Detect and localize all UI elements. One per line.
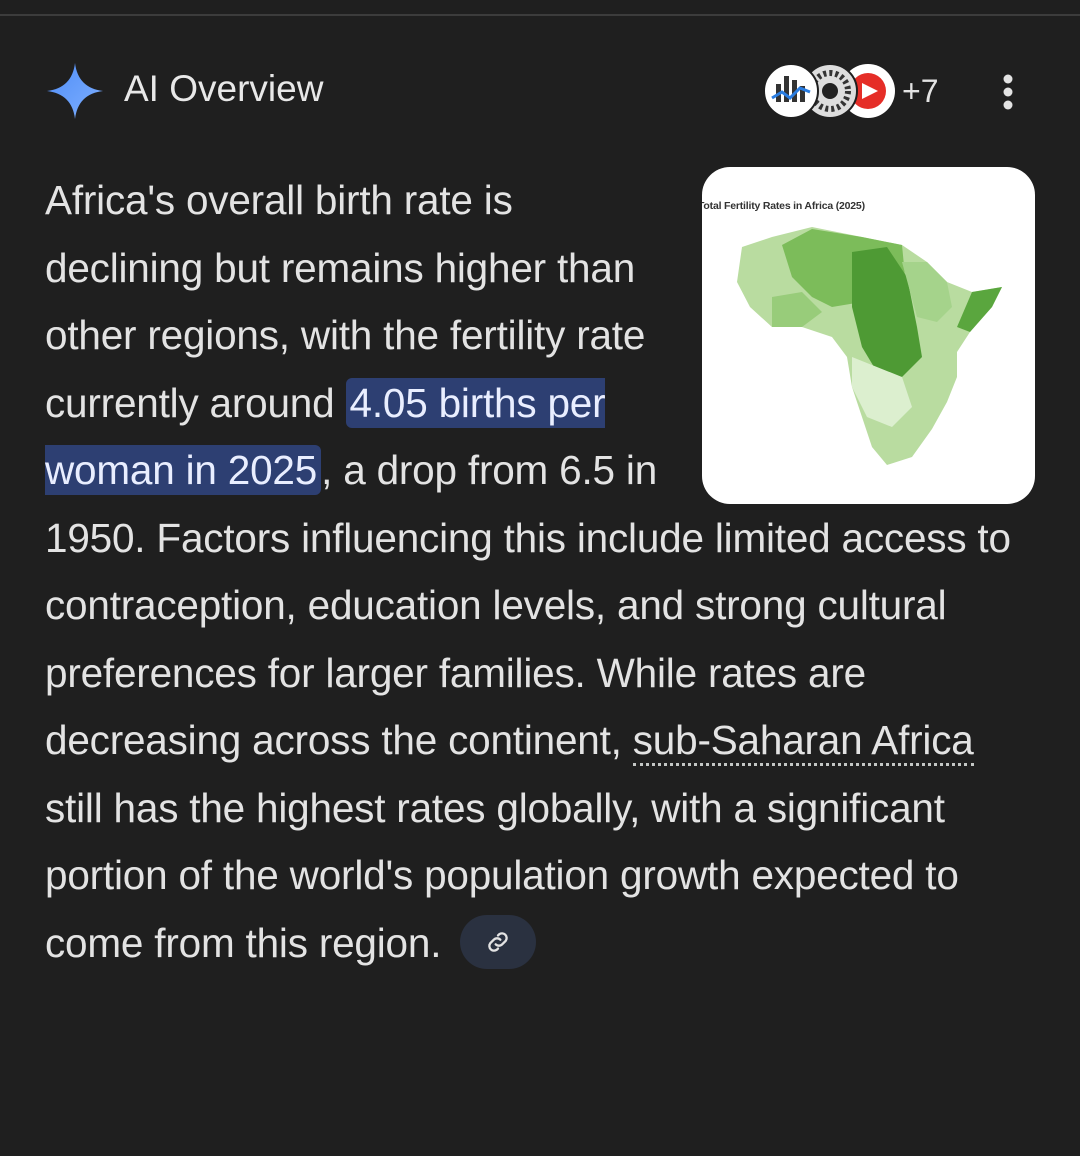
link-chip[interactable] [460, 914, 537, 969]
overview-text: Total Fertility Rates in Africa (2025) A… [45, 167, 1035, 977]
overview-title: AI Overview [124, 68, 324, 109]
text-run: still has the highest rates globally, wi… [45, 784, 959, 966]
text-run: Africa's overall birth rate is declining… [45, 177, 646, 426]
more-menu[interactable] [1000, 73, 1016, 113]
text-run: , a drop from 6.5 in 1950. Factors influ… [45, 447, 1011, 763]
term-link[interactable]: sub-Saharan Africa [632, 717, 974, 766]
ai-sparkle-icon [47, 63, 103, 119]
link-icon [488, 932, 509, 952]
source-count[interactable]: +7 [902, 73, 939, 109]
divider [0, 14, 1080, 16]
map-thumbnail[interactable]: Total Fertility Rates in Africa (2025) [702, 167, 1035, 504]
map-title: Total Fertility Rates in Africa (2025) [702, 200, 865, 212]
africa-map [737, 227, 1002, 465]
source-icons[interactable] [760, 62, 900, 120]
